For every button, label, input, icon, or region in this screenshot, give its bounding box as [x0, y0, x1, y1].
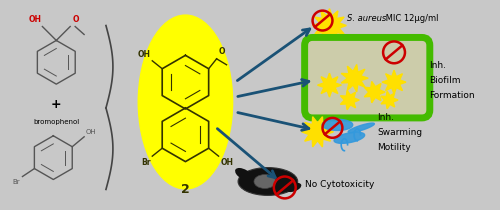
Polygon shape — [364, 81, 385, 103]
Ellipse shape — [254, 175, 276, 188]
Text: O: O — [218, 47, 225, 56]
Polygon shape — [341, 64, 368, 92]
Text: Br: Br — [13, 178, 20, 185]
Text: O: O — [72, 14, 78, 24]
Text: OH: OH — [138, 50, 150, 59]
Text: Inh.: Inh. — [377, 113, 394, 122]
Text: OH: OH — [220, 158, 234, 167]
Polygon shape — [381, 91, 398, 109]
Ellipse shape — [138, 15, 232, 189]
FancyBboxPatch shape — [304, 37, 430, 118]
Polygon shape — [340, 90, 359, 110]
Text: Br: Br — [141, 158, 150, 167]
Text: Inh.: Inh. — [429, 61, 446, 70]
Ellipse shape — [286, 183, 302, 192]
Ellipse shape — [235, 168, 253, 181]
Polygon shape — [322, 119, 352, 130]
Text: Swarming: Swarming — [377, 128, 422, 137]
Text: OH: OH — [28, 14, 42, 24]
Text: No Cytotoxicity: No Cytotoxicity — [304, 180, 374, 189]
Text: Formation: Formation — [429, 91, 474, 100]
Polygon shape — [312, 9, 346, 42]
Polygon shape — [348, 123, 374, 133]
Ellipse shape — [238, 168, 298, 195]
Text: 2: 2 — [181, 183, 190, 196]
Text: MIC 12μg/ml: MIC 12μg/ml — [383, 14, 438, 23]
Text: bromophenol: bromophenol — [33, 119, 80, 125]
Text: Motility: Motility — [377, 143, 411, 152]
Polygon shape — [334, 132, 364, 143]
Text: Biofilm: Biofilm — [429, 76, 460, 85]
Text: +: + — [51, 98, 62, 112]
Text: OH: OH — [85, 129, 96, 135]
Text: S. aureus: S. aureus — [348, 14, 387, 23]
Polygon shape — [382, 70, 406, 94]
Polygon shape — [318, 73, 342, 97]
Polygon shape — [302, 117, 334, 147]
